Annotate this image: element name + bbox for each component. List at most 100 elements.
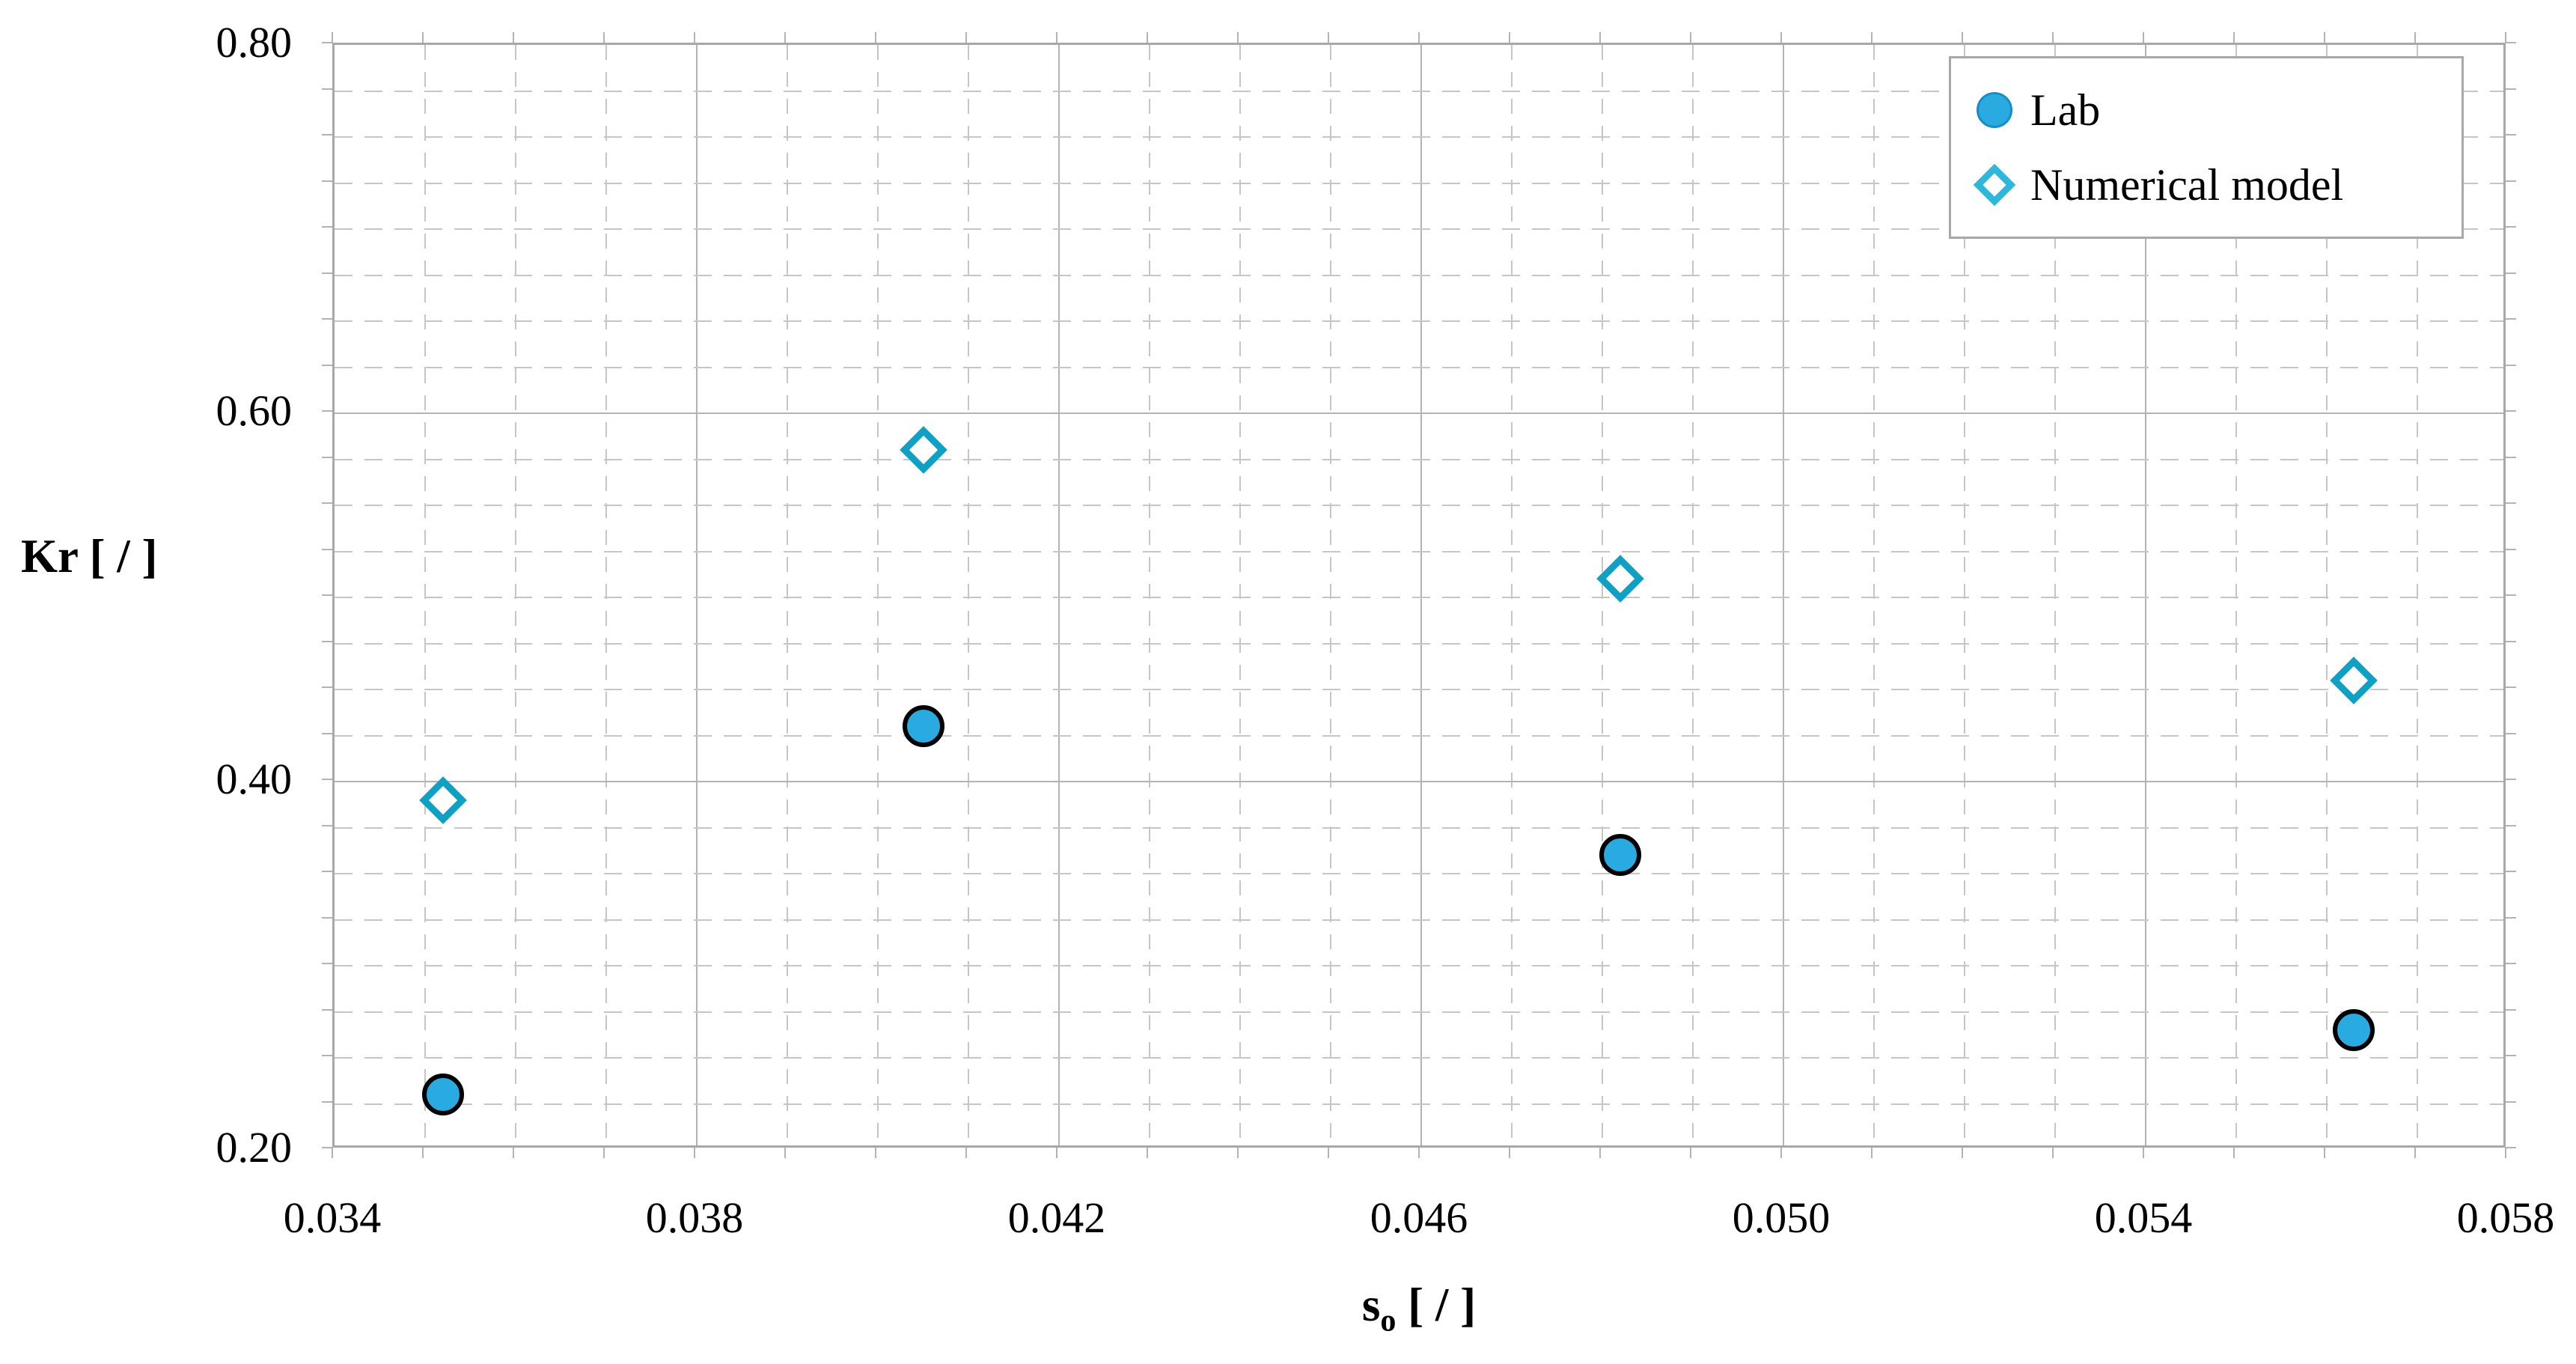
- y-axis-title: Kr [ / ]: [21, 530, 158, 582]
- x-axis-top-tick: [1962, 32, 1963, 43]
- legend: Lab Numerical model: [1949, 56, 2464, 239]
- y-axis-tick: [322, 502, 332, 504]
- vertical-minor-gridline: [1602, 45, 1603, 1145]
- x-axis-top-tick: [2414, 32, 2416, 43]
- horizontal-minor-gridline: [335, 1011, 2503, 1013]
- x-axis-tick: [1599, 1148, 1601, 1158]
- y-axis-right-tick: [2506, 318, 2516, 320]
- horizontal-minor-gridline: [335, 505, 2503, 506]
- y-axis-tick: [322, 1147, 332, 1148]
- y-axis-tick: [322, 963, 332, 964]
- x-axis-title-subscript: o: [1380, 1303, 1397, 1339]
- horizontal-minor-gridline: [335, 366, 2503, 368]
- legend-item-lab: Lab: [1977, 88, 2461, 133]
- y-axis-right-tick: [2506, 963, 2516, 964]
- y-axis-tick: [322, 824, 332, 826]
- x-axis-top-tick: [965, 32, 967, 43]
- x-axis-top-tick: [2052, 32, 2054, 43]
- horizontal-minor-gridline: [335, 597, 2503, 598]
- x-axis-top-tick: [2505, 32, 2506, 43]
- x-axis-tick: [1147, 1148, 1148, 1158]
- x-axis-tick: [2414, 1148, 2416, 1158]
- y-axis-tick: [322, 272, 332, 274]
- x-axis-tick: [1237, 1148, 1239, 1158]
- x-axis-tick: [694, 1148, 695, 1158]
- y-axis-tick: [322, 686, 332, 688]
- x-axis-top-tick: [1237, 32, 1239, 43]
- x-tick-label: 0.038: [645, 1193, 744, 1242]
- x-axis-top-tick: [513, 32, 514, 43]
- horizontal-minor-gridline: [335, 642, 2503, 645]
- x-axis-tick: [603, 1148, 605, 1158]
- x-axis-tick: [1328, 1148, 1329, 1158]
- y-axis-right-tick: [2506, 871, 2516, 872]
- x-axis-top-tick: [875, 32, 876, 43]
- horizontal-minor-gridline: [335, 689, 2503, 690]
- y-axis-tick: [322, 594, 332, 596]
- x-axis-top-tick: [1599, 32, 1601, 43]
- y-axis-right-tick: [2506, 1100, 2516, 1103]
- x-axis-tick: [1780, 1148, 1782, 1158]
- horizontal-major-gridline: [335, 781, 2503, 782]
- lab-data-point: [422, 1074, 465, 1116]
- x-axis-title-units: [ / ]: [1396, 1279, 1477, 1331]
- y-axis-right-tick: [2506, 134, 2516, 136]
- x-axis-top-tick: [1509, 32, 1510, 43]
- y-axis-right-tick: [2506, 226, 2516, 228]
- y-axis-right-tick: [2506, 686, 2516, 688]
- horizontal-minor-gridline: [335, 734, 2503, 737]
- vertical-minor-gridline: [787, 45, 788, 1145]
- x-axis-top-tick: [603, 32, 605, 43]
- horizontal-minor-gridline: [335, 826, 2503, 829]
- horizontal-minor-gridline: [335, 965, 2503, 966]
- y-axis-right-tick: [2506, 1147, 2516, 1148]
- y-axis-tick: [322, 640, 332, 642]
- x-tick-label: 0.054: [2094, 1193, 2193, 1242]
- horizontal-minor-gridline: [335, 274, 2503, 276]
- legend-label-lab: Lab: [2030, 85, 2101, 136]
- x-axis-tick: [1056, 1148, 1057, 1158]
- vertical-minor-gridline: [1330, 45, 1331, 1145]
- y-axis-tick: [322, 318, 332, 320]
- y-axis-right-tick: [2506, 502, 2516, 504]
- y-tick-label: 0.80: [216, 18, 293, 67]
- y-axis-right-tick: [2506, 272, 2516, 274]
- x-axis-tick: [965, 1148, 967, 1158]
- lab-marker-icon: [1977, 92, 2012, 129]
- x-tick-label: 0.046: [1370, 1193, 1468, 1242]
- y-axis-tick: [322, 1100, 332, 1103]
- vertical-minor-gridline: [1692, 45, 1694, 1145]
- lab-data-point: [902, 705, 944, 748]
- x-axis-top-tick: [1147, 32, 1148, 43]
- horizontal-minor-gridline: [335, 919, 2503, 921]
- x-axis-top-tick: [1418, 32, 1420, 43]
- y-axis-tick: [322, 410, 332, 412]
- x-tick-label: 0.042: [1007, 1193, 1106, 1242]
- y-axis-right-tick: [2506, 548, 2516, 550]
- horizontal-minor-gridline: [335, 550, 2503, 552]
- x-axis-top-tick: [2324, 32, 2325, 43]
- vertical-minor-gridline: [424, 45, 426, 1145]
- horizontal-minor-gridline: [335, 458, 2503, 460]
- numerical-model-data-point: [899, 426, 947, 475]
- y-tick-label: 0.20: [216, 1123, 293, 1172]
- vertical-minor-gridline: [605, 45, 607, 1145]
- x-axis-top-tick: [422, 32, 424, 43]
- x-axis-top-tick: [1780, 32, 1782, 43]
- x-axis-tick: [1690, 1148, 1691, 1158]
- y-axis-tick: [322, 364, 332, 366]
- y-axis-tick: [322, 548, 332, 550]
- x-axis-tick: [1962, 1148, 1963, 1158]
- y-axis-tick: [322, 1055, 332, 1056]
- vertical-major-gridline: [696, 45, 698, 1145]
- y-axis-right-tick: [2506, 640, 2516, 642]
- y-axis-tick: [322, 456, 332, 458]
- vertical-minor-gridline: [1149, 45, 1150, 1145]
- vertical-minor-gridline: [1239, 45, 1241, 1145]
- horizontal-major-gridline: [335, 412, 2503, 414]
- x-axis-tick: [2324, 1148, 2325, 1158]
- x-axis-top-tick: [1328, 32, 1329, 43]
- x-axis-tick: [2052, 1148, 2054, 1158]
- x-axis-title-symbol: s: [1361, 1279, 1381, 1331]
